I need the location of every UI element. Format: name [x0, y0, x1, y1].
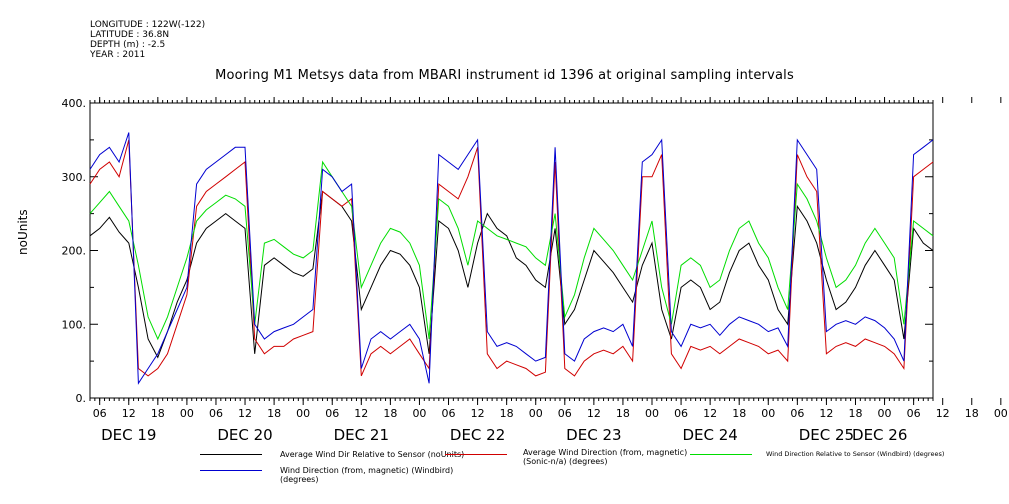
x-tick-label: 12 [122, 407, 136, 420]
depth-text: DEPTH (m) : -2.5 [90, 40, 166, 50]
x-tick-label: 18 [383, 407, 397, 420]
x-tick-label: 00 [761, 407, 775, 420]
x-tick-label: 06 [325, 407, 339, 420]
x-tick-label: 00 [878, 407, 892, 420]
legend-label-red: Average Wind Direction (from, magnetic) … [523, 448, 688, 466]
x-tick-label: 18 [500, 407, 514, 420]
x-tick-label: 06 [93, 407, 107, 420]
date-label: DEC 21 [334, 426, 389, 444]
x-tick-label: 12 [587, 407, 601, 420]
longitude-text: LONGITUDE : 122W(-122) [90, 20, 206, 30]
x-tick-label: 12 [703, 407, 717, 420]
date-label: DEC 19 [101, 426, 156, 444]
legend-swatch-green [690, 454, 752, 455]
series-line-avg-wind-direction-sonic [89, 139, 934, 377]
date-label: DEC 26 [852, 426, 907, 444]
date-label: DEC 24 [682, 426, 737, 444]
x-tick-label: 12 [819, 407, 833, 420]
plot-frame [89, 102, 934, 399]
mooring-metadata: LONGITUDE : 122W(-122) LATITUDE : 36.8N … [90, 20, 205, 60]
legend-swatch-blue [200, 470, 262, 471]
x-tick-label: 06 [674, 407, 688, 420]
x-tick-label: 12 [471, 407, 485, 420]
date-label: DEC 23 [566, 426, 621, 444]
x-tick-label: 18 [616, 407, 630, 420]
date-label: DEC 20 [217, 426, 272, 444]
y-tick-label: 200. [62, 245, 87, 258]
series-line-avg-wind-dir-relative [89, 190, 934, 359]
x-tick-label: 06 [442, 407, 456, 420]
x-tick-label: 12 [238, 407, 252, 420]
x-tick-label: 00 [994, 407, 1008, 420]
x-tick-label: 00 [412, 407, 426, 420]
series-line-wind-dir-relative-windbird [89, 160, 934, 341]
x-tick-label: 00 [296, 407, 310, 420]
y-tick-label: 0. [76, 392, 87, 405]
x-tick-label: 06 [558, 407, 572, 420]
series-line-wind-direction-windbird [89, 132, 934, 385]
date-label: DEC 22 [450, 426, 505, 444]
y-tick-label: 300. [62, 171, 87, 184]
x-tick-label: 18 [732, 407, 746, 420]
y-tick-label: 100. [62, 318, 87, 331]
x-tick-label: 00 [529, 407, 543, 420]
x-tick-label: 06 [907, 407, 921, 420]
legend-label-blue: Wind Direction (from, magnetic) (Windbir… [280, 466, 454, 484]
x-tick-label: 18 [267, 407, 281, 420]
date-label: DEC 25 [799, 426, 854, 444]
year-text: YEAR : 2011 [90, 50, 146, 60]
x-tick-label: 18 [848, 407, 862, 420]
x-tick-label: 12 [354, 407, 368, 420]
legend-label-green: Wind Direction Relative to Sensor (Windb… [766, 450, 945, 458]
legend-label-black: Average Wind Dir Relative to Sensor (noU… [280, 450, 465, 459]
x-tick-label: 06 [790, 407, 804, 420]
x-tick-label: 18 [965, 407, 979, 420]
x-tick-label: 18 [151, 407, 165, 420]
y-axis-label: noUnits [16, 209, 30, 255]
latitude-text: LATITUDE : 36.8N [90, 30, 170, 40]
x-tick-label: 00 [645, 407, 659, 420]
legend-swatch-black [200, 454, 262, 455]
x-tick-label: 00 [180, 407, 194, 420]
y-tick-label: 400. [62, 97, 87, 110]
chart-title: Mooring M1 Metsys data from MBARI instru… [215, 68, 794, 83]
x-tick-label: 06 [209, 407, 223, 420]
legend-swatch-red [445, 454, 507, 455]
x-tick-label: 12 [936, 407, 950, 420]
